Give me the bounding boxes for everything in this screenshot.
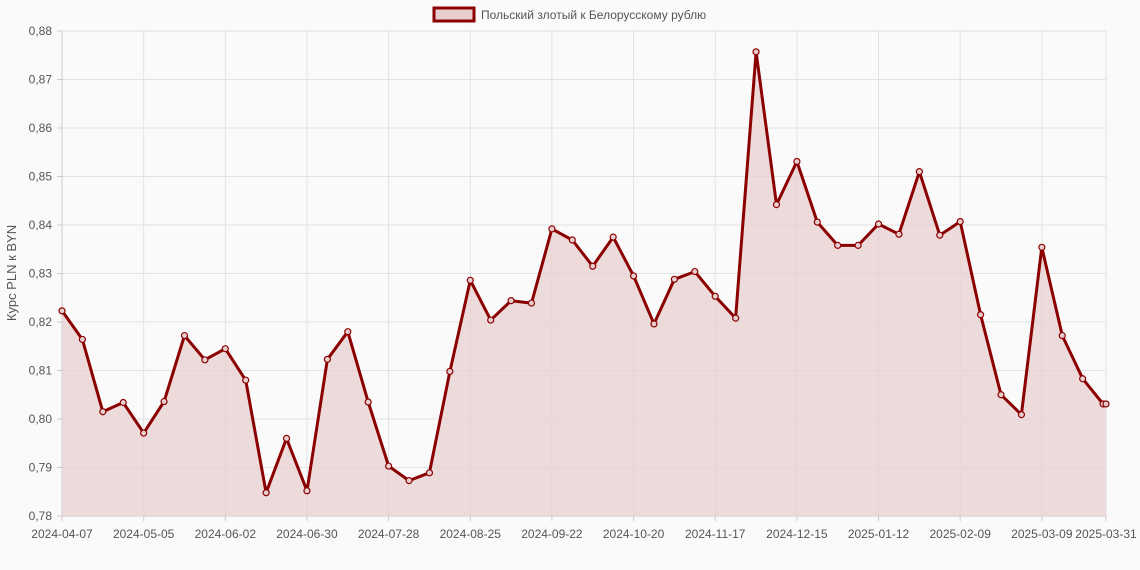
data-point (732, 314, 740, 322)
data-point (160, 397, 168, 406)
x-tick-label: 2024-11-17 (685, 527, 746, 541)
data-point (650, 320, 658, 328)
x-tick-label: 2024-08-25 (440, 527, 502, 541)
y-tick-label: 0,88 (29, 24, 53, 38)
data-point (977, 311, 985, 319)
data-point (1102, 400, 1110, 408)
y-tick-label: 0,86 (29, 121, 53, 135)
data-point (915, 168, 923, 176)
data-point (895, 230, 903, 238)
data-point (936, 231, 944, 239)
data-point (58, 307, 66, 315)
data-point (201, 356, 209, 364)
data-point (262, 489, 270, 497)
y-axis-label: Курс PLN к BYN (4, 225, 19, 321)
data-point (405, 476, 413, 485)
data-point (609, 233, 617, 241)
y-tick-label: 0,80 (29, 412, 53, 426)
data-point (793, 157, 801, 166)
y-tick-label: 0,81 (29, 364, 53, 378)
series-area (62, 51, 1106, 517)
data-point (1017, 411, 1026, 419)
data-point (303, 487, 311, 495)
y-axis-ticks: 0,88 0,87 0,86 0,85 0,84 0,83 0,82 0,81 0,80 0,79… (29, 24, 53, 523)
x-tick-label: 2024-06-30 (276, 527, 338, 541)
data-point (425, 469, 434, 477)
data-point (1038, 243, 1046, 251)
data-point (78, 335, 87, 344)
data-point (813, 218, 821, 226)
data-point (997, 391, 1005, 399)
x-tick-label: 2025-03-31 (1075, 527, 1137, 541)
data-point (99, 408, 107, 416)
data-point (323, 355, 331, 363)
data-point (568, 236, 576, 244)
data-point (874, 220, 883, 228)
y-tick-label: 0,84 (29, 218, 53, 232)
data-point (772, 201, 781, 209)
x-tick-label: 2024-09-22 (521, 527, 583, 541)
data-point (1058, 331, 1066, 340)
data-point (140, 429, 148, 437)
data-point (548, 225, 556, 233)
x-tick-label: 2024-12-15 (766, 527, 828, 541)
series-points (58, 48, 1110, 497)
legend-label: Польский злотый к Белорусскому рублю (481, 8, 706, 22)
data-point (282, 434, 291, 442)
data-point (711, 292, 719, 300)
x-tick-label: 2024-04-07 (31, 527, 93, 541)
y-tick-label: 0,87 (29, 73, 53, 87)
x-tick-label: 2025-01-12 (848, 527, 910, 541)
y-tick-label: 0,83 (29, 267, 53, 281)
data-point (752, 48, 760, 56)
data-point (956, 218, 964, 226)
data-point (180, 331, 189, 340)
data-point (1079, 375, 1087, 383)
data-point (242, 376, 250, 384)
data-point (487, 316, 495, 324)
data-point (385, 462, 393, 470)
data-point (854, 241, 862, 249)
data-point (364, 398, 372, 406)
data-point (691, 267, 699, 276)
x-tick-label: 2024-06-02 (195, 527, 257, 541)
data-point (119, 398, 127, 407)
x-tick-label: 2025-03-09 (1011, 527, 1073, 541)
data-point (344, 328, 352, 336)
x-axis-ticks: 2024-04-07 2024-05-05 2024-06-02 2024-06-30… (31, 527, 1137, 541)
y-tick-label: 0,82 (29, 315, 53, 329)
data-point (670, 275, 679, 283)
x-tick-label: 2024-10-20 (603, 527, 665, 541)
x-tick-label: 2024-07-28 (358, 527, 420, 541)
data-point (446, 367, 454, 376)
data-point (834, 241, 842, 249)
x-tick-label: 2024-05-05 (113, 527, 175, 541)
data-point (221, 345, 229, 353)
data-point (629, 272, 638, 280)
data-point (527, 299, 536, 307)
legend-swatch (432, 6, 476, 23)
y-tick-label: 0,85 (29, 170, 53, 184)
y-tick-label: 0,79 (29, 461, 53, 475)
data-point (466, 276, 474, 284)
legend[interactable]: Польский злотый к Белорусскому рублю (432, 6, 706, 23)
data-point (589, 262, 597, 270)
data-point (507, 297, 515, 305)
y-tick-label: 0,78 (29, 509, 53, 523)
x-tick-label: 2025-02-09 (929, 527, 991, 541)
